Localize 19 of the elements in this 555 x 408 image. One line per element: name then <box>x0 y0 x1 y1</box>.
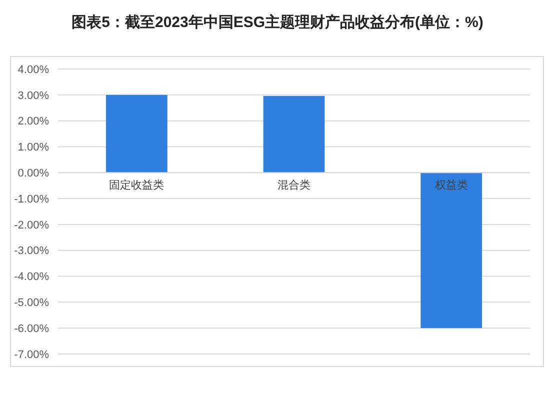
y-tick-label: -6.00% <box>14 322 50 335</box>
y-tick-label: 0.00% <box>18 167 50 180</box>
y-tick-label: -2.00% <box>14 219 50 232</box>
x-tick-label: 混合类 <box>278 178 310 192</box>
bar <box>420 172 482 328</box>
y-tick-label: 2.00% <box>18 116 50 128</box>
y-tick-label: -7.00% <box>14 348 50 361</box>
x-tick-label: 固定收益类 <box>109 178 164 192</box>
bar <box>263 96 325 173</box>
y-tick-label: -3.00% <box>14 245 50 258</box>
y-tick-label: 3.00% <box>18 90 50 102</box>
y-tick-label: -5.00% <box>14 297 50 310</box>
chart-title: 图表5：截至2023年中国ESG主题理财产品收益分布(单位：%) <box>72 13 484 31</box>
y-tick-label: 1.00% <box>18 142 50 154</box>
bar <box>106 94 168 173</box>
y-tick-label: -4.00% <box>14 271 50 284</box>
y-tick-label: -1.00% <box>14 193 50 206</box>
x-tick-label: 权益类 <box>434 178 468 192</box>
y-tick-label: 4.00% <box>18 64 50 76</box>
